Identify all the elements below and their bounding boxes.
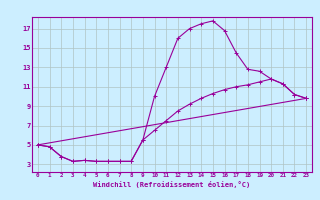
- X-axis label: Windchill (Refroidissement éolien,°C): Windchill (Refroidissement éolien,°C): [93, 181, 251, 188]
